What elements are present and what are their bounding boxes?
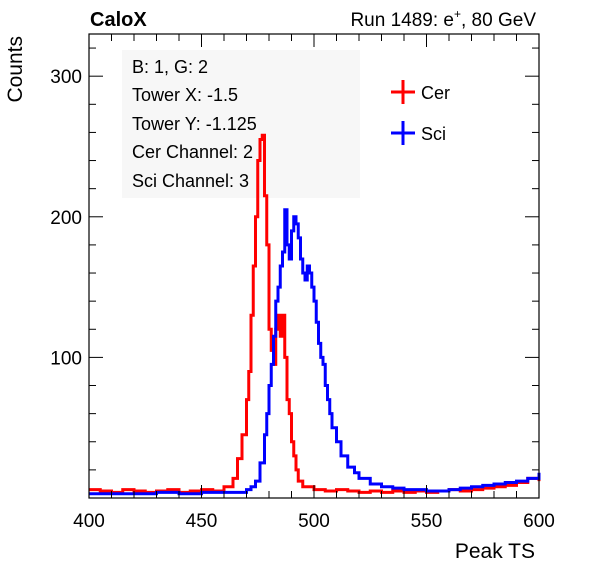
x-tick-label: 400: [73, 511, 105, 532]
info-line-board: B: 1, G: 2: [132, 57, 208, 77]
run-label: Run 1489: e+, 80 GeV: [350, 7, 536, 31]
y-tick-label: 200: [50, 208, 82, 229]
experiment-label: CaloX: [90, 9, 147, 31]
legend-cer-label: Cer: [421, 83, 450, 103]
x-tick-label: 550: [411, 511, 443, 532]
x-tick-label: 600: [523, 511, 555, 532]
y-tick-label: 100: [50, 348, 82, 369]
legend: Cer Sci: [391, 80, 450, 145]
run-superscript: +: [454, 7, 461, 21]
info-line-sci-channel: Sci Channel: 3: [132, 171, 249, 191]
info-box-text: B: 1, G: 2 Tower X: -1.5 Tower Y: -1.125…: [132, 57, 257, 191]
run-prefix: Run 1489: e: [350, 10, 454, 31]
y-axis-title: Counts: [4, 36, 27, 103]
x-axis-title: Peak TS: [455, 540, 535, 563]
info-line-tower-y: Tower Y: -1.125: [132, 114, 257, 134]
run-suffix: , 80 GeV: [461, 10, 536, 31]
tick-layer: 400 450 500 550 600 100 200 300: [50, 34, 555, 532]
x-tick-label: 450: [186, 511, 218, 532]
x-tick-label: 500: [298, 511, 330, 532]
info-line-cer-channel: Cer Channel: 2: [132, 142, 253, 162]
legend-sci-label: Sci: [421, 124, 446, 144]
y-tick-label: 300: [50, 67, 82, 88]
info-box: [122, 50, 360, 198]
info-line-tower-x: Tower X: -1.5: [132, 85, 238, 105]
